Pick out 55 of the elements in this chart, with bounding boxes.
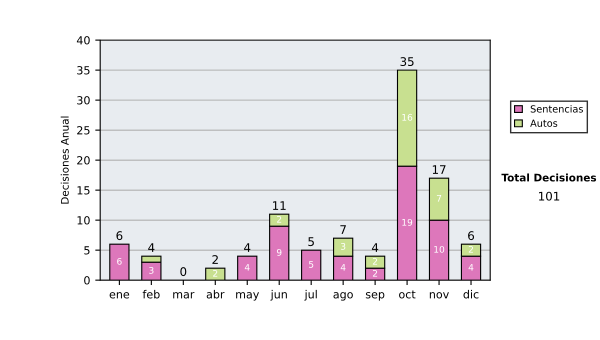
data-label: 5 — [309, 261, 314, 268]
y-tick-label: 40 — [76, 36, 90, 44]
x-tick-label: ene — [110, 292, 130, 298]
x-tick-label: nov — [430, 292, 449, 298]
total-label: 6 — [468, 231, 474, 240]
data-label: 2 — [372, 270, 378, 277]
x-tick-label: may — [236, 292, 260, 301]
data-label: 2 — [213, 270, 218, 277]
data-label: 2 — [277, 216, 282, 223]
total-label: 4 — [148, 243, 154, 252]
x-tick-label: sep — [366, 292, 384, 301]
x-tick-label: dic — [464, 290, 478, 298]
total-label: 17 — [432, 165, 446, 174]
total-label: 5 — [308, 237, 314, 246]
x-tick-label: feb — [142, 290, 160, 298]
x-tick-label: mar — [173, 292, 194, 298]
data-label: 16 — [402, 114, 412, 121]
data-label: 2 — [372, 258, 378, 265]
y-tick-label: 5 — [84, 246, 90, 255]
y-tick-label: 10 — [78, 216, 90, 225]
y-tick-label: 15 — [78, 186, 90, 195]
data-label: 2 — [468, 246, 473, 253]
x-tick-label: oct — [399, 290, 416, 298]
total-label: 11 — [273, 201, 286, 210]
data-label: 3 — [340, 242, 346, 250]
x-tick-label: ago — [333, 292, 353, 301]
y-tick-label: 20 — [77, 156, 90, 165]
total-label: 7 — [340, 225, 346, 234]
text: 101 — [539, 192, 560, 201]
data-label: 3 — [149, 266, 154, 274]
x-tick-label: jul — [304, 290, 317, 301]
y-tick-label: 30 — [77, 96, 90, 105]
data-label: 19 — [402, 218, 412, 226]
y-tick-label: 25 — [77, 126, 90, 135]
total-label: 0 — [180, 267, 186, 276]
total-label: 4 — [244, 243, 250, 252]
total-label: 35 — [400, 57, 414, 66]
legend-label: Sentencias — [530, 105, 583, 113]
y-axis-title: Decisiones Anual — [60, 116, 69, 204]
data-label: 4 — [244, 264, 250, 271]
legend-label: Autos — [530, 120, 558, 127]
data-label: 9 — [276, 248, 282, 256]
x-tick-label: abr — [206, 290, 224, 298]
data-label: 10 — [434, 246, 444, 253]
total-label: 6 — [116, 231, 122, 240]
total-label: 2 — [212, 255, 218, 264]
data-label: 6 — [117, 258, 122, 265]
data-label: 4 — [468, 264, 474, 271]
total-label: 4 — [372, 243, 378, 252]
y-tick-label: 35 — [77, 66, 90, 75]
data-label: 7 — [436, 195, 442, 202]
x-tick-label: jun — [270, 290, 287, 301]
y-tick-label: 0 — [84, 276, 90, 285]
data-label: 4 — [340, 264, 346, 271]
text: Total Decisiones — [501, 173, 596, 182]
